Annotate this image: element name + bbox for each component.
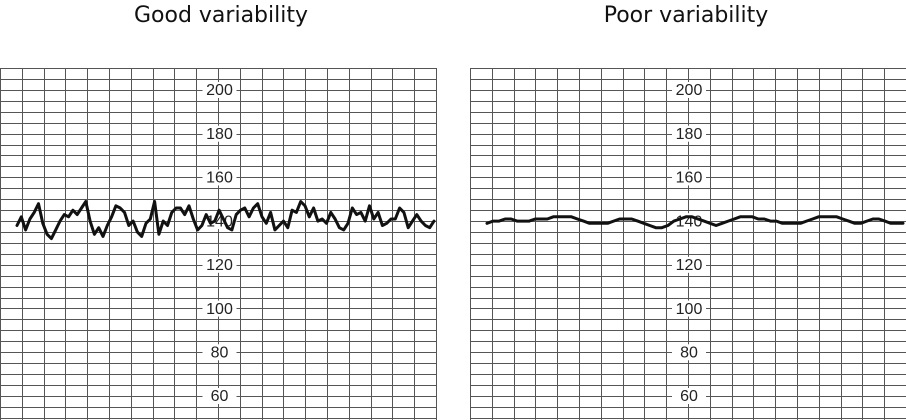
y-tick-label: 60 <box>211 388 229 405</box>
heart-rate-trace <box>485 215 905 230</box>
tick-label-background <box>672 169 706 186</box>
tick-label-background <box>202 344 237 361</box>
y-tick-label: 100 <box>676 301 703 318</box>
tick-label-background <box>672 300 706 317</box>
panel-title-poor: Poor variability <box>604 3 769 28</box>
grid <box>470 68 906 420</box>
y-tick-label: 180 <box>206 126 233 143</box>
y-tick-label: 180 <box>676 126 703 143</box>
y-tick-label: 160 <box>676 170 703 187</box>
tick-label-background <box>202 169 237 186</box>
y-tick-label: 120 <box>206 257 233 274</box>
tick-label-background <box>202 388 237 404</box>
tick-label-background <box>672 125 706 142</box>
y-tick-label: 200 <box>676 82 703 99</box>
tick-label-background <box>672 213 706 230</box>
panel-title-good: Good variability <box>134 3 308 28</box>
tick-label-background <box>672 256 706 273</box>
tick-label-background <box>202 300 237 317</box>
y-tick-label: 120 <box>676 257 703 274</box>
grid <box>0 68 437 420</box>
y-tick-label: 80 <box>680 345 698 362</box>
y-tick-label: 200 <box>206 82 233 99</box>
tick-label-background <box>202 125 237 142</box>
y-tick-label: 80 <box>211 345 229 362</box>
tick-label-background <box>672 82 706 98</box>
tick-label-background <box>672 388 706 404</box>
tick-label-background <box>672 344 706 361</box>
tick-label-background <box>202 82 237 98</box>
heart-rate-trace <box>15 200 436 241</box>
tick-label-background <box>202 256 237 273</box>
y-tick-label: 160 <box>206 170 233 187</box>
y-tick-label: 60 <box>680 388 698 405</box>
y-tick-label: 100 <box>206 301 233 318</box>
